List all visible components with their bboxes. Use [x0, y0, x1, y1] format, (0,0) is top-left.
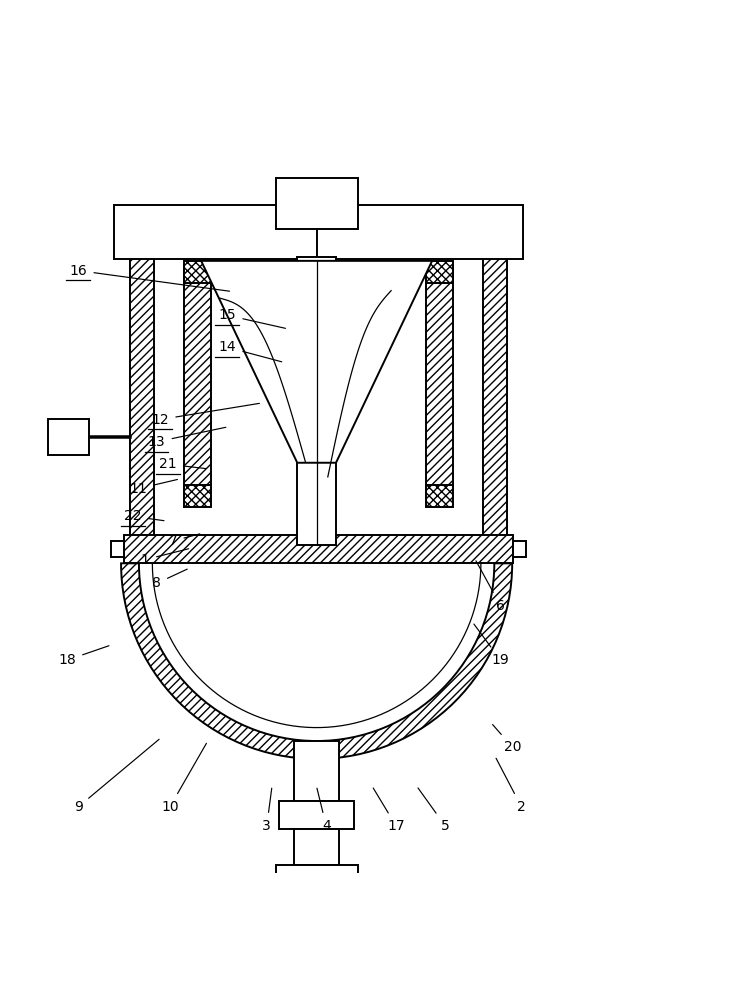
- Bar: [294, 894, 339, 930]
- Bar: [276, 178, 358, 229]
- Bar: [130, 233, 507, 257]
- Text: 5: 5: [418, 788, 450, 833]
- Bar: [483, 233, 507, 545]
- Bar: [294, 829, 339, 865]
- Bar: [184, 261, 211, 283]
- Bar: [130, 233, 507, 545]
- Text: 16: 16: [69, 264, 229, 291]
- Bar: [184, 485, 211, 507]
- Text: 2: 2: [496, 758, 526, 814]
- Text: 17: 17: [373, 788, 405, 833]
- Bar: [426, 265, 453, 489]
- Bar: [184, 265, 211, 489]
- Text: 19: 19: [474, 624, 510, 667]
- Bar: [292, 949, 438, 965]
- Text: 9: 9: [74, 739, 159, 814]
- Text: 14: 14: [218, 340, 282, 362]
- Text: 6: 6: [476, 561, 505, 613]
- Polygon shape: [201, 261, 432, 463]
- Text: 8: 8: [152, 569, 187, 590]
- Text: 13: 13: [148, 427, 226, 449]
- Text: 11: 11: [129, 479, 177, 496]
- Wedge shape: [121, 563, 513, 759]
- Text: 20: 20: [492, 725, 522, 754]
- Text: 18: 18: [58, 646, 109, 667]
- Text: 3: 3: [262, 788, 272, 833]
- Bar: [294, 741, 339, 801]
- Bar: [297, 257, 336, 545]
- Text: 1: 1: [141, 549, 188, 567]
- Bar: [426, 261, 453, 283]
- Text: 21: 21: [159, 457, 206, 471]
- Text: 4: 4: [317, 788, 331, 833]
- Bar: [114, 205, 523, 259]
- Text: 12: 12: [151, 403, 259, 427]
- Text: 22: 22: [124, 509, 164, 523]
- Bar: [48, 419, 89, 455]
- Bar: [276, 865, 358, 894]
- Bar: [130, 233, 154, 545]
- Bar: [426, 485, 453, 507]
- Text: 15: 15: [218, 308, 285, 328]
- Bar: [513, 541, 526, 557]
- Bar: [277, 930, 400, 949]
- Bar: [124, 535, 513, 563]
- Text: 10: 10: [161, 743, 206, 814]
- Bar: [279, 801, 354, 829]
- Bar: [111, 541, 124, 557]
- Text: 7: 7: [168, 534, 200, 548]
